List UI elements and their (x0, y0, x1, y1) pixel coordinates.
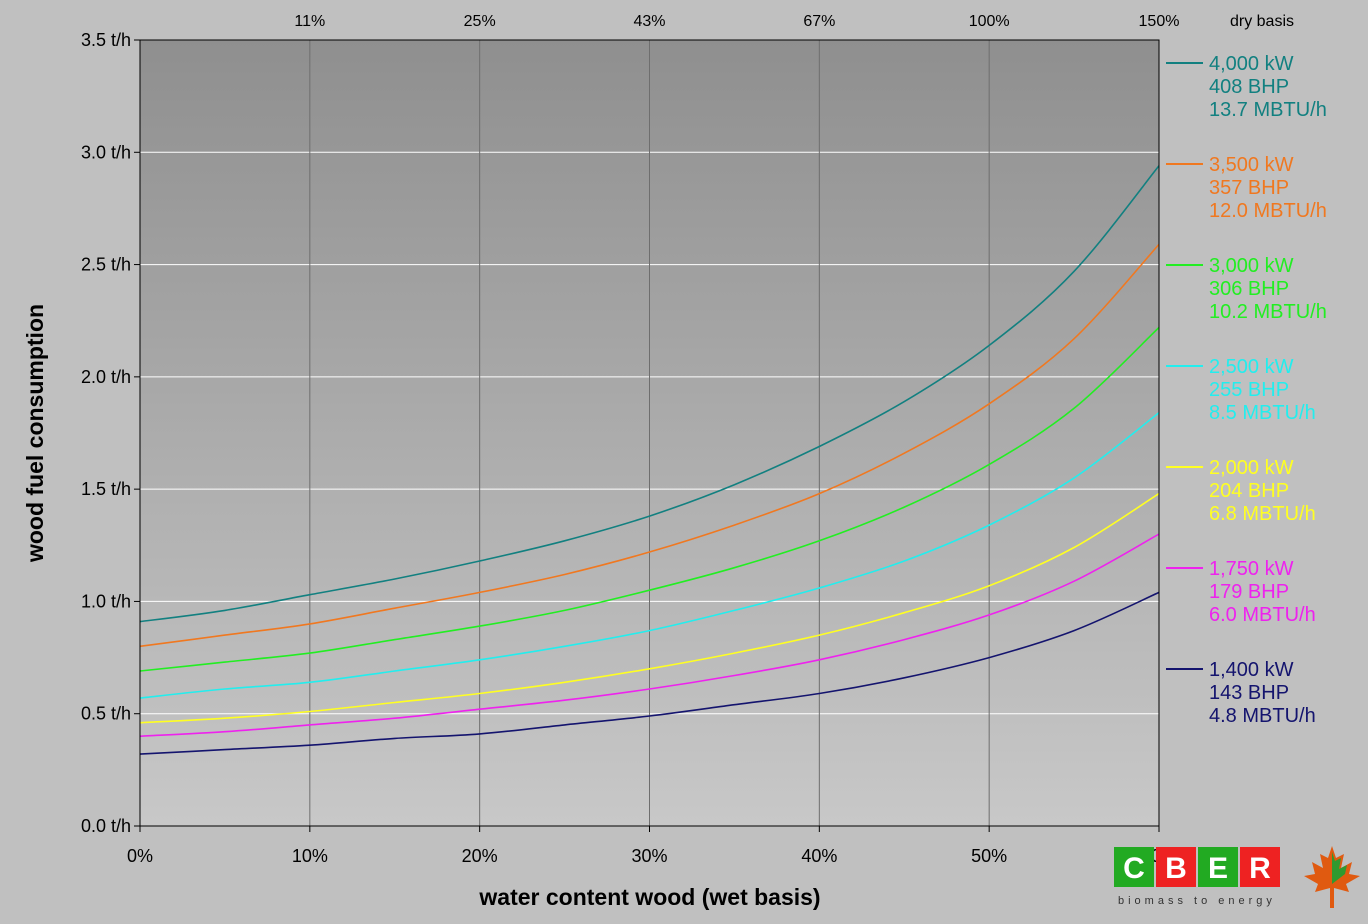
x-axis: 0%10%20%30%40%50%60% (127, 826, 1177, 866)
series-line-0 (139, 165, 1160, 623)
legend-entry-text: 306 BHP (1209, 278, 1289, 300)
logo-tile (1240, 847, 1280, 887)
legend-entry-text: 12.0 MBTU/h (1209, 200, 1327, 222)
y-tick-label: 2.0 t/h (81, 367, 131, 387)
series-line-5 (139, 533, 1160, 737)
legend-entry-text: 6.8 MBTU/h (1209, 503, 1316, 525)
y-tick-label: 2.5 t/h (81, 255, 131, 275)
secondary-x-label: dry basis (1230, 13, 1294, 30)
x-tick-label: 20% (462, 846, 498, 866)
logo-letter: C (1123, 852, 1145, 885)
y-tick-label: 3.5 t/h (81, 30, 131, 50)
legend-entry-text: 8.5 MBTU/h (1209, 402, 1316, 424)
grid (140, 40, 1159, 826)
series-group (139, 165, 1160, 755)
y-tick-label: 1.5 t/h (81, 479, 131, 499)
y-axis: 0.0 t/h 0.5 t/h 1.0 t/h 1.5 t/h 2.0 t/h 2.5 t… (81, 30, 140, 836)
legend-entry-text: 1,400 kW (1209, 659, 1294, 681)
legend-entry-text: 3,500 kW (1209, 154, 1294, 176)
y-tick-label: 3.0 t/h (81, 142, 131, 162)
legend-entry-text: 179 BHP (1209, 581, 1289, 603)
secondary-x-tick-label: 11% (294, 13, 325, 30)
legend-entry-text: 204 BHP (1209, 480, 1289, 502)
logo-letter: B (1165, 852, 1187, 885)
logo-tile (1198, 847, 1238, 887)
legend-entry-text: 255 BHP (1209, 379, 1289, 401)
logo-tile (1114, 847, 1154, 887)
y-axis-title: wood fuel consumption (22, 304, 48, 563)
series-line-6 (139, 591, 1160, 755)
logo-letter: R (1249, 852, 1271, 885)
x-tick-label: 50% (971, 846, 1007, 866)
legend-entry-text: 1,750 kW (1209, 558, 1294, 580)
logo-letter: E (1208, 852, 1228, 885)
legend-entry-text: 408 BHP (1209, 76, 1289, 98)
logo-tile (1156, 847, 1196, 887)
legend-entry-text: 2,500 kW (1209, 356, 1294, 378)
secondary-x-tick-label: 150% (1139, 13, 1180, 30)
legend-entry-text: 4,000 kW (1209, 53, 1294, 75)
series-line-2 (139, 326, 1160, 672)
legend-entry-text: 6.0 MBTU/h (1209, 604, 1316, 626)
series-line-4 (139, 492, 1160, 724)
y-tick-label: 0.0 t/h (81, 816, 131, 836)
legend-entry-text: 357 BHP (1209, 177, 1289, 199)
maple-leaf-highlight (1332, 852, 1347, 884)
secondary-x-tick-label: 67% (803, 13, 835, 30)
y-tick-label: 1.0 t/h (81, 591, 131, 611)
legend-entry-text: 3,000 kW (1209, 255, 1294, 277)
series-line-1 (139, 243, 1160, 648)
y-tick-label: 0.5 t/h (81, 704, 131, 724)
legend-entry-text: 13.7 MBTU/h (1209, 99, 1327, 121)
x-tick-label: 0% (127, 846, 153, 866)
legend-entry-text: 143 BHP (1209, 682, 1289, 704)
secondary-x-tick-label: 43% (633, 13, 665, 30)
secondary-x-axis: 11% 25% 43% 67% 100% 150% (294, 13, 1179, 30)
logo-subtitle: biomass to energy (1118, 895, 1276, 907)
secondary-x-tick-label: 100% (969, 13, 1010, 30)
x-tick-label: 40% (801, 846, 837, 866)
legend-entry-text: 4.8 MBTU/h (1209, 705, 1316, 727)
x-tick-label: 30% (631, 846, 667, 866)
series-line-3 (139, 412, 1160, 699)
legend-entry-text: 2,000 kW (1209, 457, 1294, 479)
secondary-x-tick-label: 25% (464, 13, 496, 30)
x-axis-title: water content wood (wet basis) (478, 884, 820, 910)
legend-entry-text: 10.2 MBTU/h (1209, 301, 1327, 323)
x-tick-label: 10% (292, 846, 328, 866)
